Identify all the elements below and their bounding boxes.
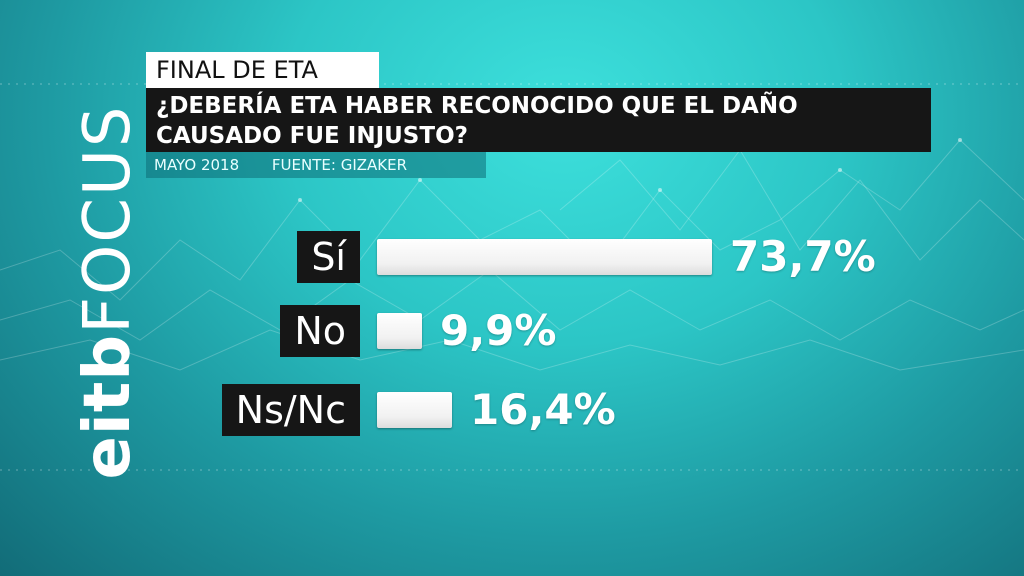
header-label: FINAL DE ETA bbox=[146, 52, 379, 88]
category-label: Sí bbox=[297, 231, 360, 283]
bar bbox=[377, 239, 712, 275]
survey-date: MAYO 2018 bbox=[154, 156, 240, 174]
chart-question: ¿DEBERÍA ETA HABER RECONOCIDO QUE EL DAÑ… bbox=[146, 88, 931, 152]
category-label: No bbox=[280, 305, 360, 357]
value-label: 73,7% bbox=[730, 232, 876, 281]
chart-question-line2: CAUSADO FUE INJUSTO? bbox=[156, 123, 468, 149]
value-label: 9,9% bbox=[440, 306, 557, 355]
chart-question-line1: ¿DEBERÍA ETA HABER RECONOCIDO QUE EL DAÑ… bbox=[156, 93, 798, 119]
category-label: Ns/Nc bbox=[221, 384, 360, 436]
logo-brand: eitb bbox=[71, 333, 145, 480]
bar bbox=[377, 392, 452, 428]
bar bbox=[377, 313, 422, 349]
logo-product: FOCUS bbox=[71, 104, 145, 334]
value-label: 16,4% bbox=[470, 385, 616, 434]
eitb-focus-logo: eitbFOCUS bbox=[58, 88, 158, 496]
chart-meta: MAYO 2018 FUENTE: GIZAKER bbox=[146, 152, 486, 178]
survey-source: FUENTE: GIZAKER bbox=[271, 156, 408, 174]
